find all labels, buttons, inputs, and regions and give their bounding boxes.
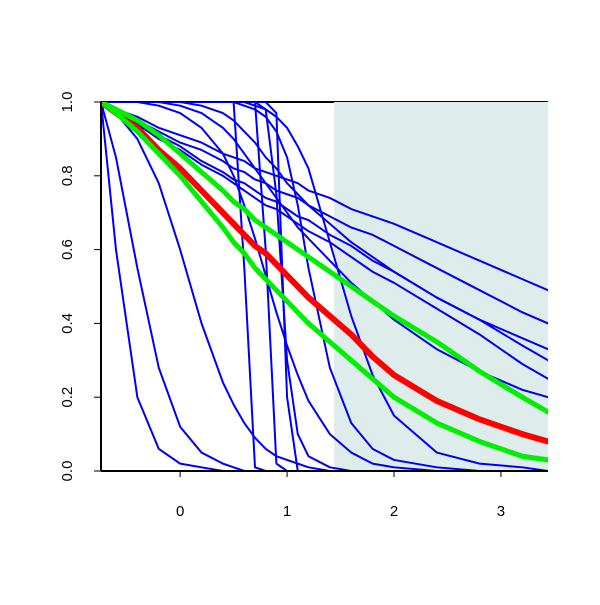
- series-line: [101, 102, 548, 471]
- axes-layer: 0 1 2 3 0.0 0.2 0.4 0.6 0.8 1.0: [59, 92, 548, 520]
- series-line: [101, 102, 548, 471]
- series-line: [101, 102, 548, 471]
- series-line: [101, 102, 548, 471]
- series-line: [101, 102, 548, 292]
- x-tick-label: 2: [390, 503, 398, 520]
- shaded-region: [334, 102, 548, 471]
- series-line: [101, 102, 548, 471]
- y-tick-label: 1.0: [59, 92, 76, 113]
- series-line: [101, 102, 548, 471]
- y-tick-label: 0.4: [59, 313, 76, 334]
- series-line: [101, 102, 548, 351]
- y-tick-label: 0.2: [59, 387, 76, 408]
- y-tick-label: 0.8: [59, 165, 76, 186]
- series-line: [101, 102, 548, 415]
- series-line: [101, 102, 548, 471]
- x-tick-label: 1: [283, 503, 291, 520]
- x-tick-label: 0: [176, 503, 184, 520]
- series-line: [101, 102, 548, 445]
- background-layer: [101, 101, 548, 471]
- series-line: [101, 102, 548, 471]
- series-line: [101, 102, 548, 471]
- lines-layer: [101, 102, 548, 471]
- y-tick-label: 0.6: [59, 239, 76, 260]
- series-line: [101, 102, 548, 463]
- y-tick-label: 0.0: [59, 461, 76, 482]
- x-tick-label: 3: [497, 503, 505, 520]
